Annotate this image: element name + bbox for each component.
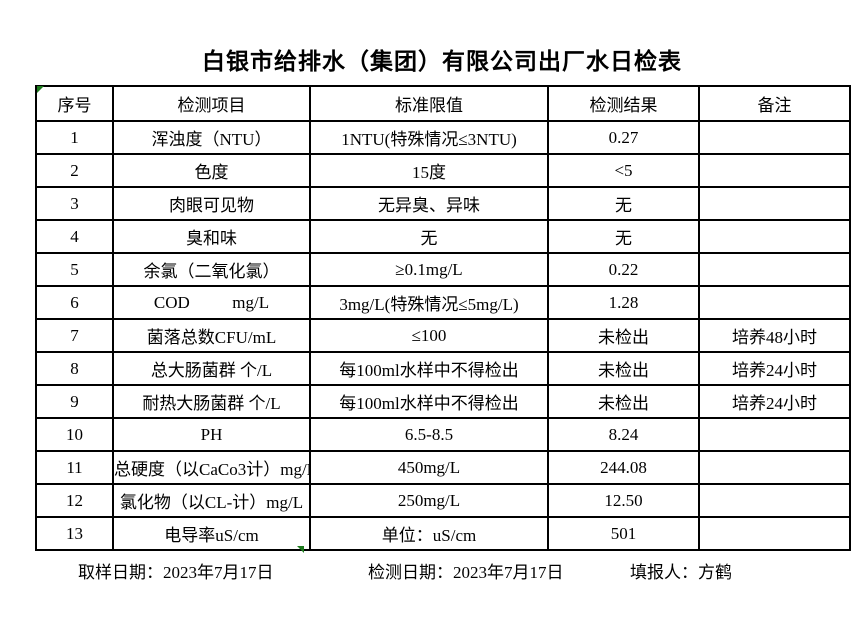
daily-check-table: 序号 检测项目 标准限值 检测结果 备注 1 浑浊度（NTU） 1NTU(特殊情… [35, 85, 851, 551]
cell-limit: 每100ml水样中不得检出 [309, 384, 549, 419]
cell-serial: 13 [35, 516, 114, 551]
cell-note [698, 483, 851, 518]
cell-note [698, 153, 851, 188]
cell-limit: 3mg/L(特殊情况≤5mg/L) [309, 285, 549, 320]
cell-limit: ≤100 [309, 318, 549, 353]
page-title: 白银市给排水（集团）有限公司出厂水日检表 [202, 48, 682, 74]
table-row: 5 余氯（二氧化氯） ≥0.1mg/L 0.22 [35, 252, 851, 287]
cell-limit: 6.5-8.5 [309, 417, 549, 452]
cell-result: 无 [547, 219, 700, 254]
cell-result: 8.24 [547, 417, 700, 452]
cell-limit: 15度 [309, 153, 549, 188]
cell-limit: 每100ml水样中不得检出 [309, 351, 549, 386]
table-row: 10 PH 6.5-8.5 8.24 [35, 417, 851, 452]
cell-item: 电导率uS/cm [112, 516, 311, 551]
table-row: 2 色度 15度 <5 [35, 153, 851, 188]
table-row: 7 菌落总数CFU/mL ≤100 未检出 培养48小时 [35, 318, 851, 353]
header-item: 检测项目 [112, 85, 311, 122]
cell-result: 未检出 [547, 351, 700, 386]
cell-limit: 450mg/L [309, 450, 549, 485]
cell-item: 菌落总数CFU/mL [112, 318, 311, 353]
header-serial: 序号 [35, 85, 114, 122]
cell-serial: 9 [35, 384, 114, 419]
cell-note [698, 252, 851, 287]
header-limit: 标准限值 [309, 85, 549, 122]
cell-serial: 3 [35, 186, 114, 221]
cell-limit: 无 [309, 219, 549, 254]
cell-serial: 5 [35, 252, 114, 287]
cell-result: <5 [547, 153, 700, 188]
excel-bottom-marker-icon [297, 546, 304, 553]
reporter-label: 填报人：方鹤 [630, 563, 732, 582]
cell-serial: 12 [35, 483, 114, 518]
table-row: 13 电导率uS/cm 单位：uS/cm 501 [35, 516, 851, 551]
cell-limit: ≥0.1mg/L [309, 252, 549, 287]
cell-note [698, 120, 851, 155]
cell-item: 浑浊度（NTU） [112, 120, 311, 155]
table-row: 1 浑浊度（NTU） 1NTU(特殊情况≤3NTU) 0.27 [35, 120, 851, 155]
cell-note [698, 219, 851, 254]
cell-note: 培养24小时 [698, 384, 851, 419]
cell-note: 培养48小时 [698, 318, 851, 353]
cell-result: 12.50 [547, 483, 700, 518]
cell-serial: 7 [35, 318, 114, 353]
table-row: 4 臭和味 无 无 [35, 219, 851, 254]
cell-serial: 8 [35, 351, 114, 386]
cell-item: COD mg/L [112, 285, 311, 320]
cell-limit: 1NTU(特殊情况≤3NTU) [309, 120, 549, 155]
table-row: 3 肉眼可见物 无异臭、异味 无 [35, 186, 851, 221]
cell-result: 1.28 [547, 285, 700, 320]
cell-serial: 2 [35, 153, 114, 188]
cell-limit: 无异臭、异味 [309, 186, 549, 221]
cell-item: 肉眼可见物 [112, 186, 311, 221]
cell-note [698, 285, 851, 320]
cell-item: 氯化物（以CL-计）mg/L [112, 483, 311, 518]
cell-note [698, 417, 851, 452]
cell-result: 0.27 [547, 120, 700, 155]
test-date-label: 检测日期：2023年7月17日 [368, 563, 564, 582]
cell-note [698, 450, 851, 485]
cell-serial: 10 [35, 417, 114, 452]
cell-note [698, 186, 851, 221]
header-note: 备注 [698, 85, 851, 122]
table-row: 8 总大肠菌群 个/L 每100ml水样中不得检出 未检出 培养24小时 [35, 351, 851, 386]
table-row: 9 耐热大肠菌群 个/L 每100ml水样中不得检出 未检出 培养24小时 [35, 384, 851, 419]
cell-result: 未检出 [547, 384, 700, 419]
cell-result: 未检出 [547, 318, 700, 353]
cell-note [698, 516, 851, 551]
cell-note: 培养24小时 [698, 351, 851, 386]
excel-corner-marker-icon [37, 86, 44, 93]
cell-item: 色度 [112, 153, 311, 188]
cell-item: 余氯（二氧化氯） [112, 252, 311, 287]
cell-item: 臭和味 [112, 219, 311, 254]
cell-limit: 单位：uS/cm [309, 516, 549, 551]
cell-result: 501 [547, 516, 700, 551]
header-row: 序号 检测项目 标准限值 检测结果 备注 [35, 85, 851, 122]
cell-result: 244.08 [547, 450, 700, 485]
cell-serial: 1 [35, 120, 114, 155]
cell-serial: 4 [35, 219, 114, 254]
cell-serial: 11 [35, 450, 114, 485]
cell-item: 耐热大肠菌群 个/L [112, 384, 311, 419]
table-row: 11 总硬度（以CaCo3计）mg/L 450mg/L 244.08 [35, 450, 851, 485]
cell-result: 0.22 [547, 252, 700, 287]
cell-item: 总硬度（以CaCo3计）mg/L [112, 450, 311, 485]
sampling-date-label: 取样日期：2023年7月17日 [78, 563, 274, 582]
cell-limit: 250mg/L [309, 483, 549, 518]
cell-item: PH [112, 417, 311, 452]
table-row: 6 COD mg/L 3mg/L(特殊情况≤5mg/L) 1.28 [35, 285, 851, 320]
cell-item: 总大肠菌群 个/L [112, 351, 311, 386]
cell-serial: 6 [35, 285, 114, 320]
table-row: 12 氯化物（以CL-计）mg/L 250mg/L 12.50 [35, 483, 851, 518]
cell-result: 无 [547, 186, 700, 221]
header-result: 检测结果 [547, 85, 700, 122]
